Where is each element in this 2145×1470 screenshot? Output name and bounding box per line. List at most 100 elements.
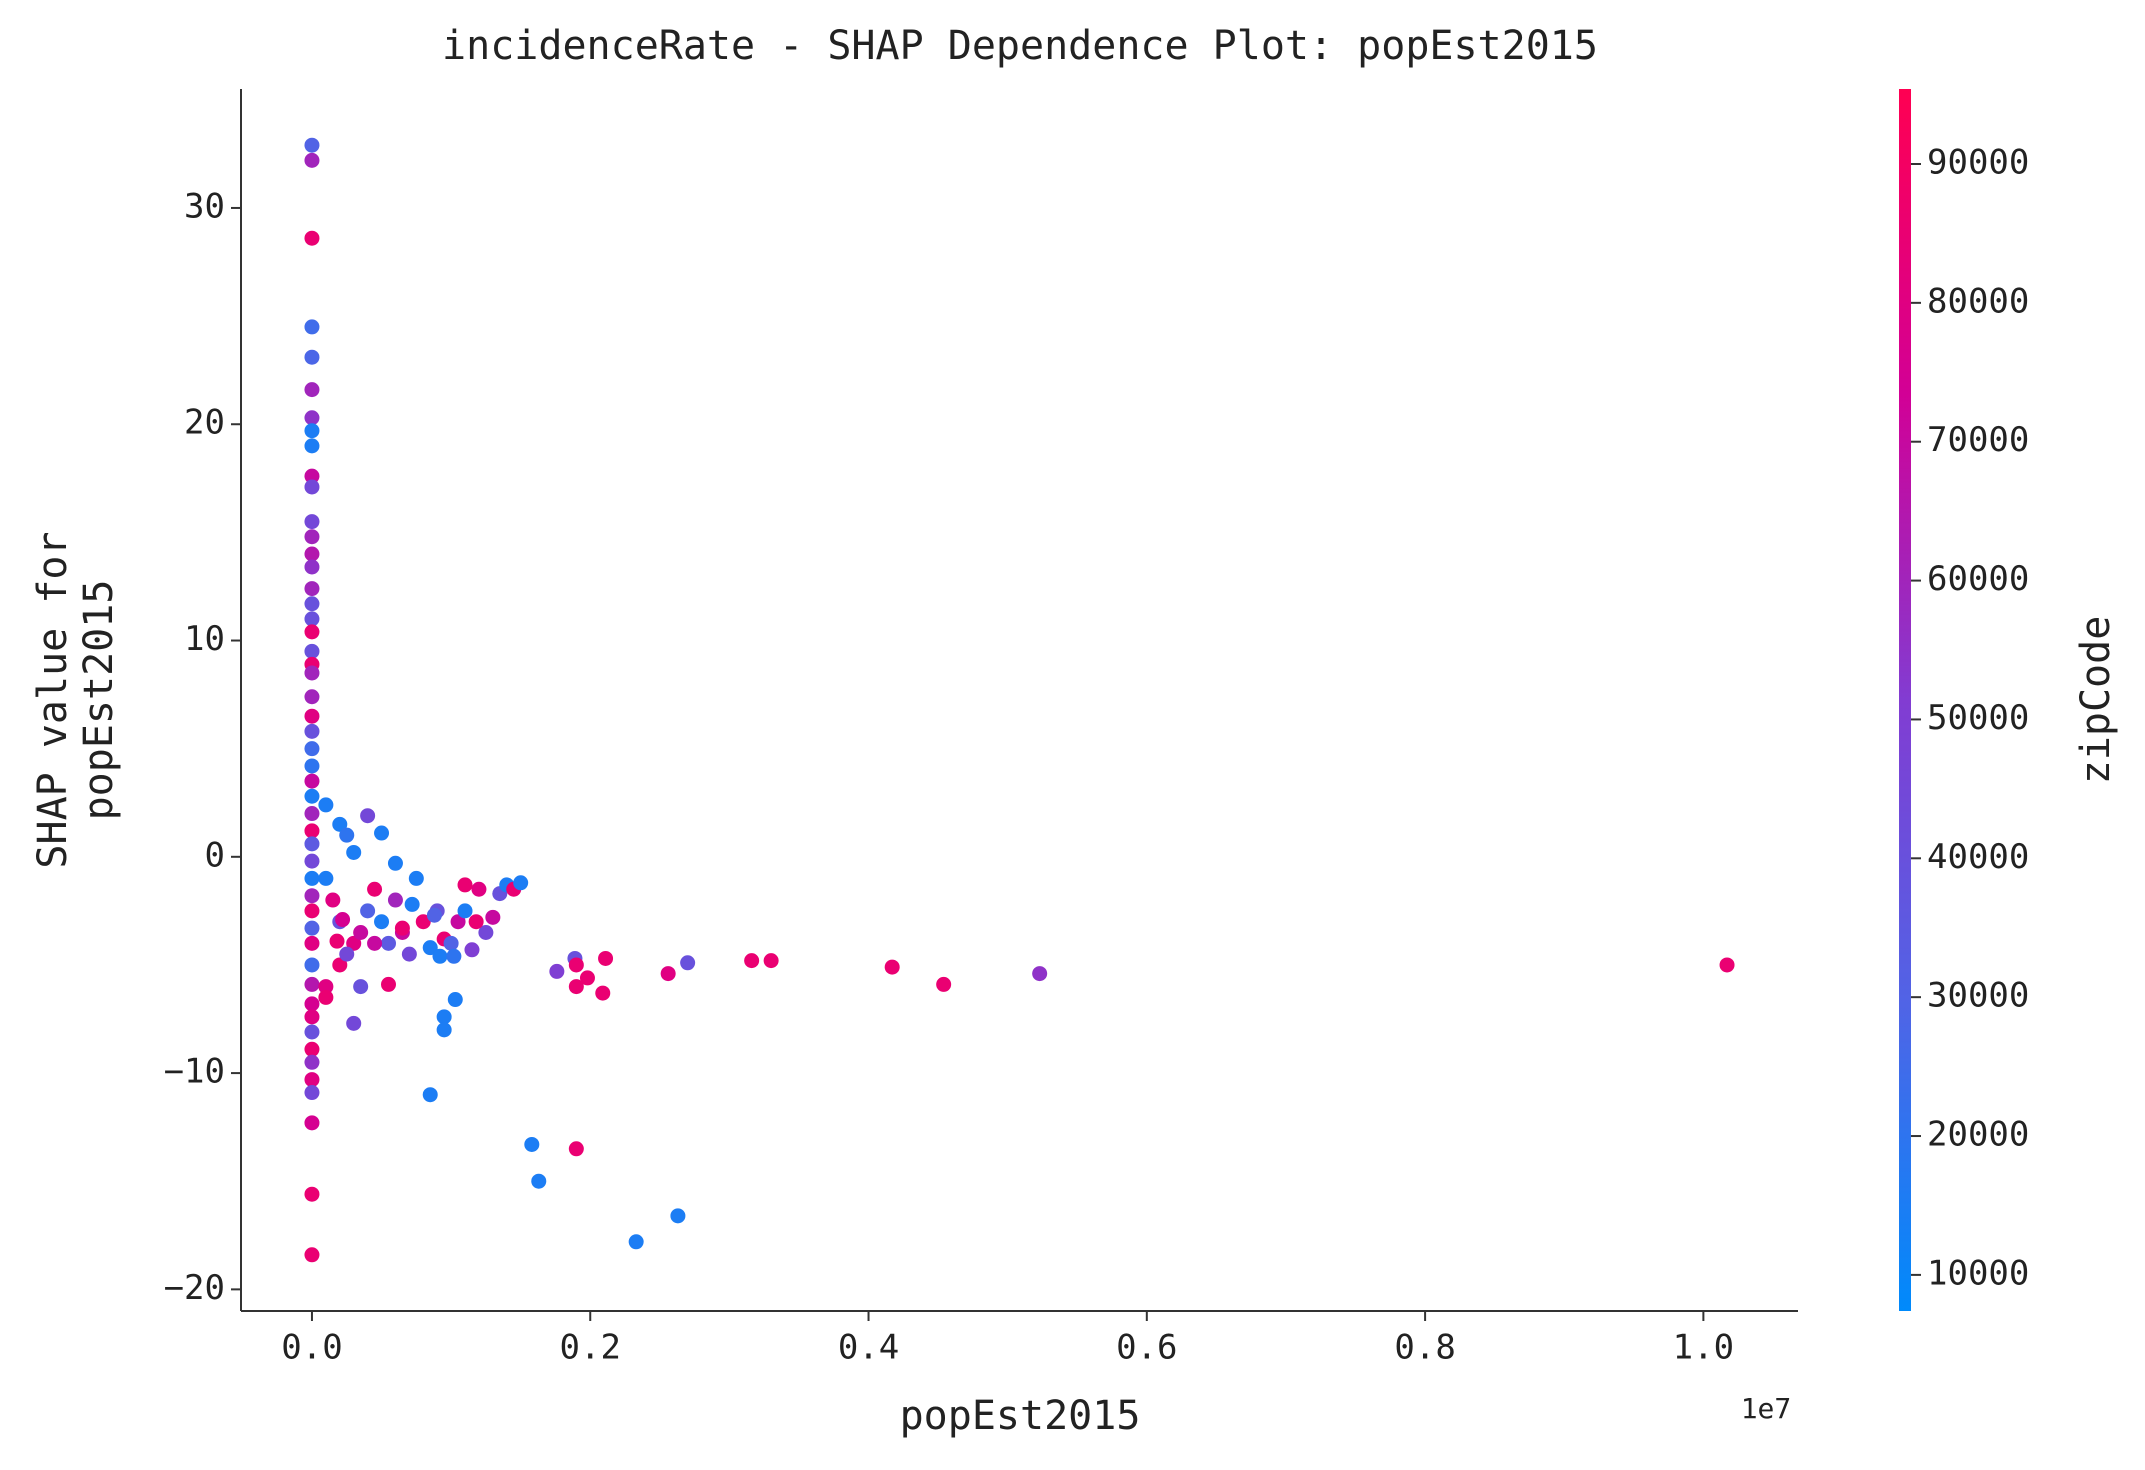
x-axis-label: popEst2015: [900, 1393, 1141, 1439]
point: [744, 953, 760, 969]
point: [304, 514, 320, 530]
point: [464, 942, 480, 958]
point: [304, 823, 320, 839]
point: [304, 741, 320, 757]
point: [374, 914, 390, 930]
point: [304, 1041, 320, 1057]
point: [549, 963, 565, 979]
point: [304, 410, 320, 426]
point: [471, 881, 487, 897]
point: [304, 1085, 320, 1101]
point: [304, 596, 320, 612]
point: [304, 1186, 320, 1202]
point: [408, 870, 424, 886]
point: [304, 546, 320, 562]
y-tick-label: 10: [184, 619, 225, 659]
y-tick-label: 0: [205, 835, 225, 875]
point: [304, 665, 320, 681]
point: [304, 1115, 320, 1131]
point: [1032, 966, 1048, 982]
point: [304, 836, 320, 852]
x-tick-label: 0.0: [281, 1328, 342, 1368]
point: [304, 643, 320, 659]
point: [936, 976, 952, 992]
point: [304, 349, 320, 365]
point: [884, 959, 900, 975]
point: [763, 953, 779, 969]
point: [304, 438, 320, 454]
point: [394, 920, 410, 936]
x-tick-label: 0.8: [1394, 1328, 1455, 1368]
point: [304, 888, 320, 904]
point: [568, 1141, 584, 1157]
point: [468, 914, 484, 930]
colorbar-tick-label: 60000: [1927, 559, 2029, 599]
point: [318, 979, 334, 995]
point: [304, 903, 320, 919]
point: [436, 1009, 452, 1025]
point: [335, 912, 351, 928]
point: [387, 855, 403, 871]
point: [447, 992, 463, 1008]
point: [304, 1054, 320, 1070]
colorbar-tick-label: 20000: [1927, 1115, 2029, 1155]
point: [360, 903, 376, 919]
point: [595, 985, 611, 1001]
point: [332, 957, 348, 973]
point: [304, 689, 320, 705]
point: [346, 935, 362, 951]
point: [579, 970, 595, 986]
point: [524, 1136, 540, 1152]
colorbar-tick-label: 30000: [1927, 976, 2029, 1016]
point: [346, 1015, 362, 1031]
x-tick-label: 1.0: [1673, 1328, 1734, 1368]
point: [304, 1009, 320, 1025]
point: [628, 1234, 644, 1250]
point: [304, 773, 320, 789]
x-tick-label: 0.6: [1116, 1328, 1177, 1368]
point: [332, 816, 348, 832]
colorbar-tick-label: 40000: [1927, 837, 2029, 877]
point: [680, 955, 696, 971]
colorbar-tick-label: 70000: [1927, 420, 2029, 460]
point: [660, 966, 676, 982]
point: [353, 979, 369, 995]
point: [304, 996, 320, 1012]
point: [380, 976, 396, 992]
point: [387, 892, 403, 908]
point: [304, 957, 320, 973]
point: [304, 920, 320, 936]
point: [360, 808, 376, 824]
point: [304, 624, 320, 640]
point: [304, 723, 320, 739]
point: [318, 797, 334, 813]
point: [446, 948, 462, 964]
point: [304, 935, 320, 951]
point: [415, 914, 431, 930]
point: [304, 319, 320, 335]
colorbar-tick-label: 80000: [1927, 281, 2029, 321]
point: [304, 758, 320, 774]
colorbar-tick-label: 90000: [1927, 142, 2029, 182]
point: [422, 940, 438, 956]
x-offset-label: 1e7: [1741, 1392, 1792, 1425]
point: [374, 825, 390, 841]
point: [401, 946, 417, 962]
y-tick-label: 30: [184, 186, 225, 226]
point: [598, 950, 614, 966]
y-tick-label: 20: [184, 403, 225, 443]
point: [325, 892, 341, 908]
point: [318, 989, 334, 1005]
y-tick-label: −10: [164, 1052, 225, 1092]
point: [339, 827, 355, 843]
point: [568, 957, 584, 973]
point: [339, 946, 355, 962]
point: [304, 611, 320, 627]
point: [380, 935, 396, 951]
point: [304, 853, 320, 869]
point: [436, 1022, 452, 1038]
point: [1719, 957, 1735, 973]
point: [353, 925, 369, 941]
point: [346, 844, 362, 860]
